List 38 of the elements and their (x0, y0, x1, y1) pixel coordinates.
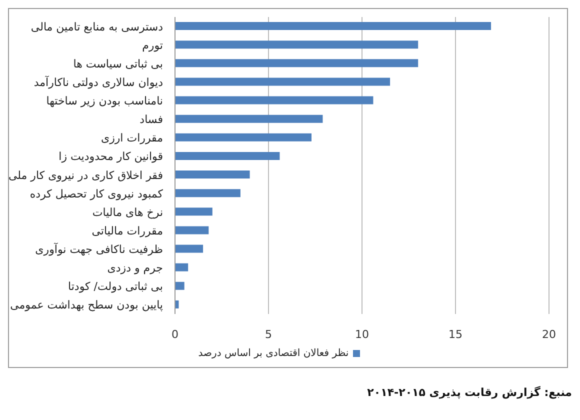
x-tick-label: 20 (542, 328, 556, 341)
text: منبع: گزارش رقابت پذیری ۲۰۱۵-۲۰۱۴ (366, 386, 572, 399)
y-tick-label: قوانین کار محدودیت زا (58, 150, 163, 164)
bar (175, 170, 250, 178)
y-tick-label: دسترسی به منابع تامین مالی (30, 20, 164, 34)
bar (175, 59, 418, 68)
x-tick-label: 15 (448, 328, 462, 341)
x-tick-label: 10 (355, 328, 369, 341)
bar (175, 208, 212, 216)
bar (175, 114, 323, 123)
legend-label: نظر فعالان اقتصادی بر اساس درصد (198, 348, 349, 359)
bar (175, 226, 209, 234)
bar (175, 189, 240, 198)
bar (175, 263, 188, 272)
y-tick-label: نامناسب بودن زیر ساختها (46, 94, 163, 108)
bar (175, 244, 204, 253)
y-tick-label: مقررات ارزی (100, 132, 164, 145)
y-tick-label: تورم (142, 38, 163, 52)
y-tick-label: پایین بودن سطح بهداشت عمومی (10, 298, 163, 312)
y-tick-label: کمبود نیروی کار تحصیل کرده (30, 187, 164, 200)
x-tick-label: 5 (265, 328, 272, 341)
y-tick-label: دیوان سالاری دولتی ناکارآمد (34, 74, 164, 89)
bar (175, 152, 280, 160)
bar (175, 282, 184, 290)
bar (175, 96, 374, 104)
y-tick-label: نرخ های مالیات (92, 206, 163, 219)
x-tick-label: 0 (172, 328, 178, 341)
y-tick-label: بی ثباتی سیاست ها (73, 57, 163, 70)
bar (175, 40, 418, 49)
y-tick-label: جرم و دزدی (107, 262, 163, 275)
bar (175, 133, 312, 142)
y-tick-label: فساد (140, 113, 163, 126)
y-tick-label: مقررات مالیاتی (92, 224, 164, 238)
bar (175, 22, 492, 30)
y-tick-label: فقر اخلاق کاری در نیروی کار ملی (8, 168, 163, 182)
y-tick-label: بی ثباتی دولت/ کودتا (68, 280, 163, 294)
bar (175, 78, 390, 86)
y-tick-label: ظرفیت ناکافی جهت نوآوری (35, 242, 164, 256)
